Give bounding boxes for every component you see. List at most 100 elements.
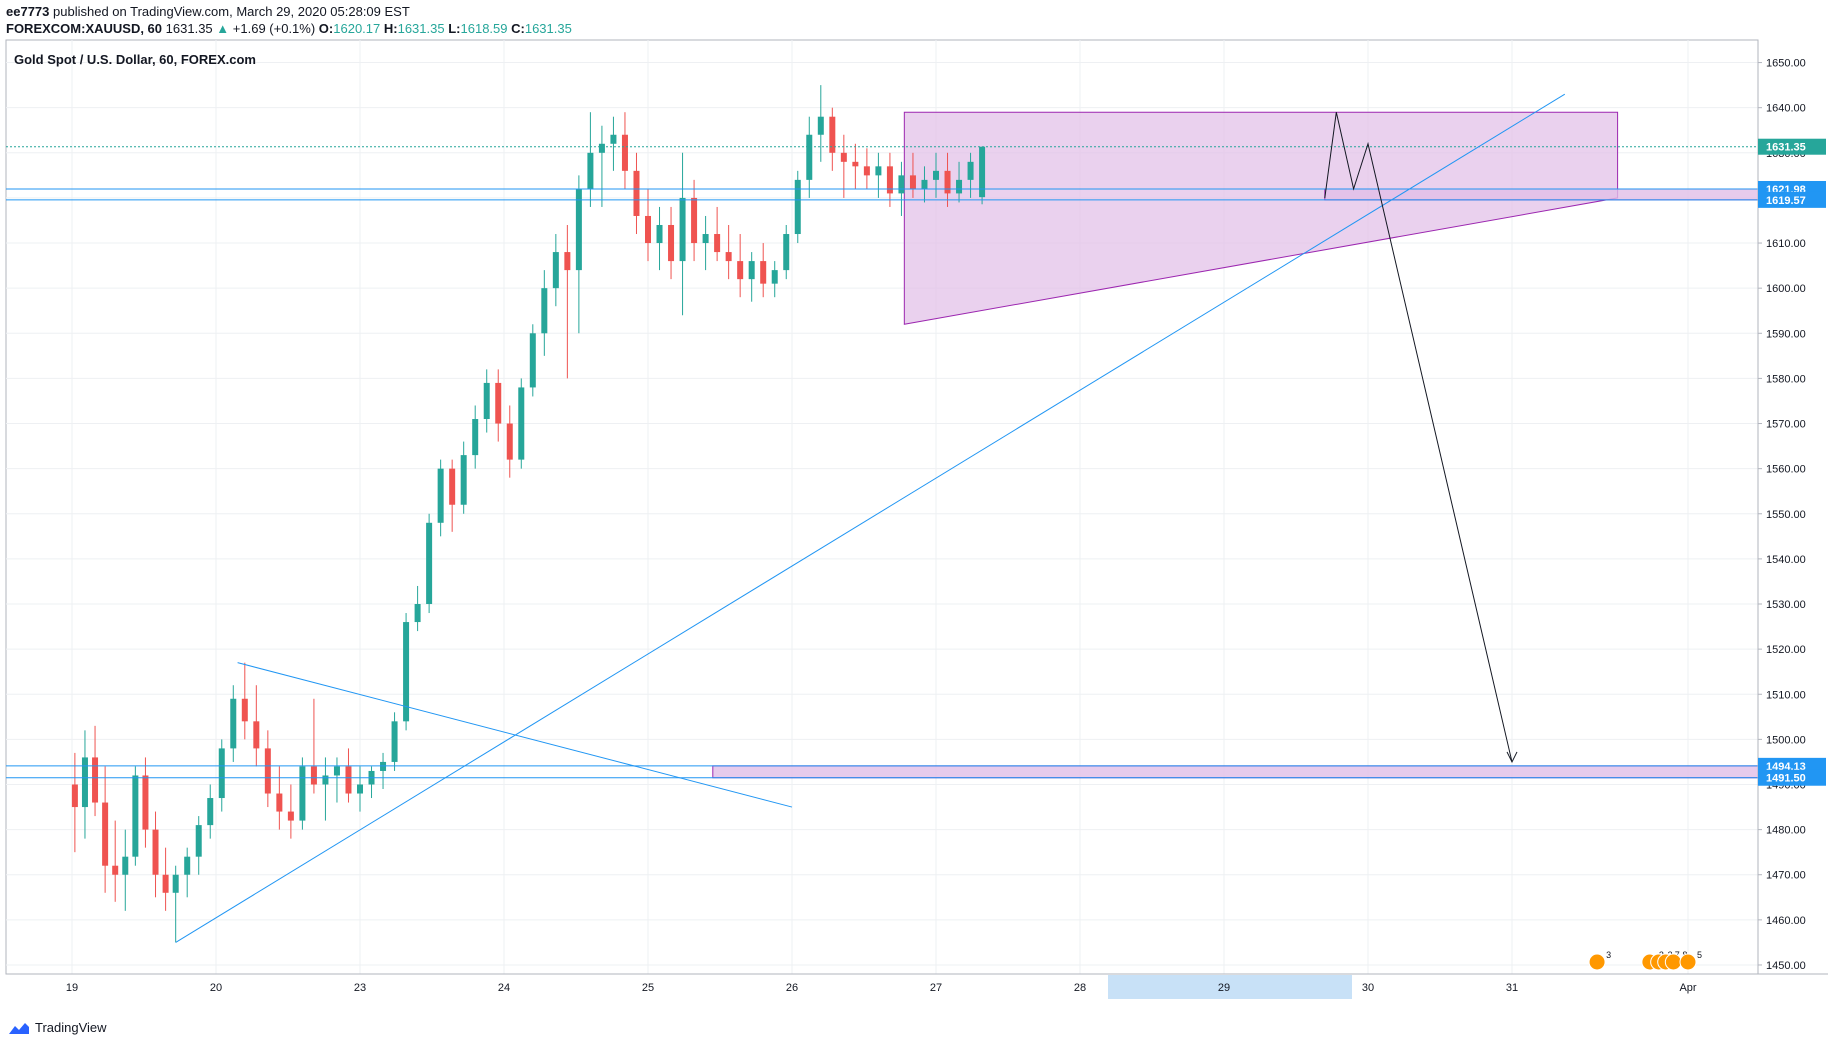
candle-body [506, 423, 513, 460]
candle-body [552, 252, 559, 289]
candle-body [633, 170, 640, 216]
price-tick-label: 1460.00 [1766, 915, 1806, 927]
candle-body [241, 698, 248, 722]
candle-body [310, 766, 317, 785]
candle-body [829, 116, 836, 153]
candle-body [598, 143, 605, 153]
candle-body [276, 793, 283, 812]
last-price: 1631.35 [165, 21, 213, 36]
published-text: published on TradingView.com, March 29, … [53, 4, 410, 19]
candle-body [806, 134, 813, 180]
candle-body [426, 522, 433, 605]
candle-body [714, 234, 721, 253]
candle-body [541, 288, 548, 334]
candle-body [172, 874, 179, 893]
candle-body [863, 166, 870, 176]
candle-body [760, 261, 767, 284]
price-tick-label: 1640.00 [1766, 103, 1806, 115]
price-tick-label: 1600.00 [1766, 283, 1806, 295]
time-axis[interactable]: 19 20 23 24 25 26 27 28 29 30 31 Apr [6, 973, 1828, 999]
trend-lines [6, 93, 1758, 943]
us-flag-event-icon[interactable] [1679, 953, 1697, 971]
candle-body [345, 766, 352, 794]
candle-body [691, 197, 698, 244]
time-tick-label: 28 [1074, 982, 1086, 994]
chart-title: Gold Spot / U.S. Dollar, 60, FOREX.com [14, 52, 256, 67]
time-tick-label: 26 [786, 982, 798, 994]
price-tick-label: 1530.00 [1766, 599, 1806, 611]
candle-body [391, 721, 398, 762]
time-range-highlight [1108, 975, 1352, 999]
candle-body [610, 134, 617, 144]
candle-body [71, 784, 78, 808]
price-tick-label: 1610.00 [1766, 238, 1806, 250]
candle-body [253, 721, 260, 749]
price-tick-label: 1650.00 [1766, 58, 1806, 70]
candle-body [967, 161, 974, 180]
price-tag-label: 1619.57 [1766, 195, 1806, 207]
time-tick-label: 24 [498, 982, 510, 994]
publisher-name[interactable]: ee7773 [6, 4, 50, 19]
candle-body [771, 270, 778, 284]
symbol-label: FOREXCOM:XAUUSD, 60 [6, 21, 163, 36]
time-tick-label: 31 [1506, 982, 1518, 994]
price-tick-label: 1450.00 [1766, 960, 1806, 972]
arrow-head-icon [1506, 751, 1518, 764]
candle-body [794, 179, 801, 235]
price-tick-label: 1570.00 [1766, 419, 1806, 431]
candle-body [122, 856, 129, 875]
price-axis[interactable]: 1650.001640.001630.001620.001610.001600.… [1757, 40, 1828, 974]
target-band [712, 765, 1759, 779]
candle-body [287, 811, 294, 821]
candle-body [529, 333, 536, 388]
candle-body [102, 802, 109, 866]
price-tag-bg [1758, 191, 1826, 208]
candle-body [840, 152, 847, 162]
candle-body [195, 825, 202, 857]
candle-body [449, 468, 456, 505]
us-flag-event-icon[interactable] [1588, 953, 1606, 971]
range-zone [903, 111, 1619, 325]
tradingview-logo-icon[interactable] [8, 1021, 30, 1035]
candle-body [162, 874, 169, 893]
candle-body [207, 798, 214, 826]
candle-body [132, 775, 139, 857]
candle-body [333, 766, 340, 776]
candle-body [414, 604, 421, 623]
time-tick-label: 27 [930, 982, 942, 994]
us-flag-event-icon[interactable] [1664, 953, 1682, 971]
symbol-info: FOREXCOM:XAUUSD, 60 1631.35 ▲ +1.69 (+0.… [6, 21, 572, 36]
price-chart[interactable]: Gold Spot / U.S. Dollar, 60, FOREX.com 1… [0, 0, 1828, 1015]
downtrend-line [237, 662, 793, 808]
event-markers[interactable]: 323785 [1588, 950, 1702, 971]
brand-name[interactable]: TradingView [35, 1020, 107, 1035]
candle-body [81, 757, 88, 808]
time-tick-label: 23 [354, 982, 366, 994]
candle-body [142, 775, 149, 830]
time-tick-label: Apr [1679, 982, 1696, 994]
grid [6, 40, 1758, 974]
candle-body [956, 179, 963, 194]
high-value: 1631.35 [397, 21, 445, 36]
price-tag-label: 1631.35 [1766, 142, 1806, 154]
open-value: 1620.17 [333, 21, 381, 36]
candle-body [944, 170, 951, 194]
candle-body [668, 224, 675, 262]
drawings [712, 111, 1759, 779]
price-tick-label: 1470.00 [1766, 870, 1806, 882]
close-label: C: [511, 21, 525, 36]
change-up-icon: ▲ [216, 21, 230, 36]
candle-body [702, 234, 709, 244]
candle-body [875, 166, 882, 176]
candle-body [979, 146, 986, 198]
candle-body [495, 382, 502, 424]
candle-body [380, 761, 387, 771]
price-tick-label: 1540.00 [1766, 554, 1806, 566]
price-tick-label: 1550.00 [1766, 509, 1806, 521]
price-tag-label: 1491.50 [1766, 773, 1806, 785]
price-tick-label: 1590.00 [1766, 328, 1806, 340]
candle-body [483, 382, 490, 420]
candle-body [783, 234, 790, 271]
candle-body [184, 856, 191, 875]
candle-body [886, 166, 893, 194]
